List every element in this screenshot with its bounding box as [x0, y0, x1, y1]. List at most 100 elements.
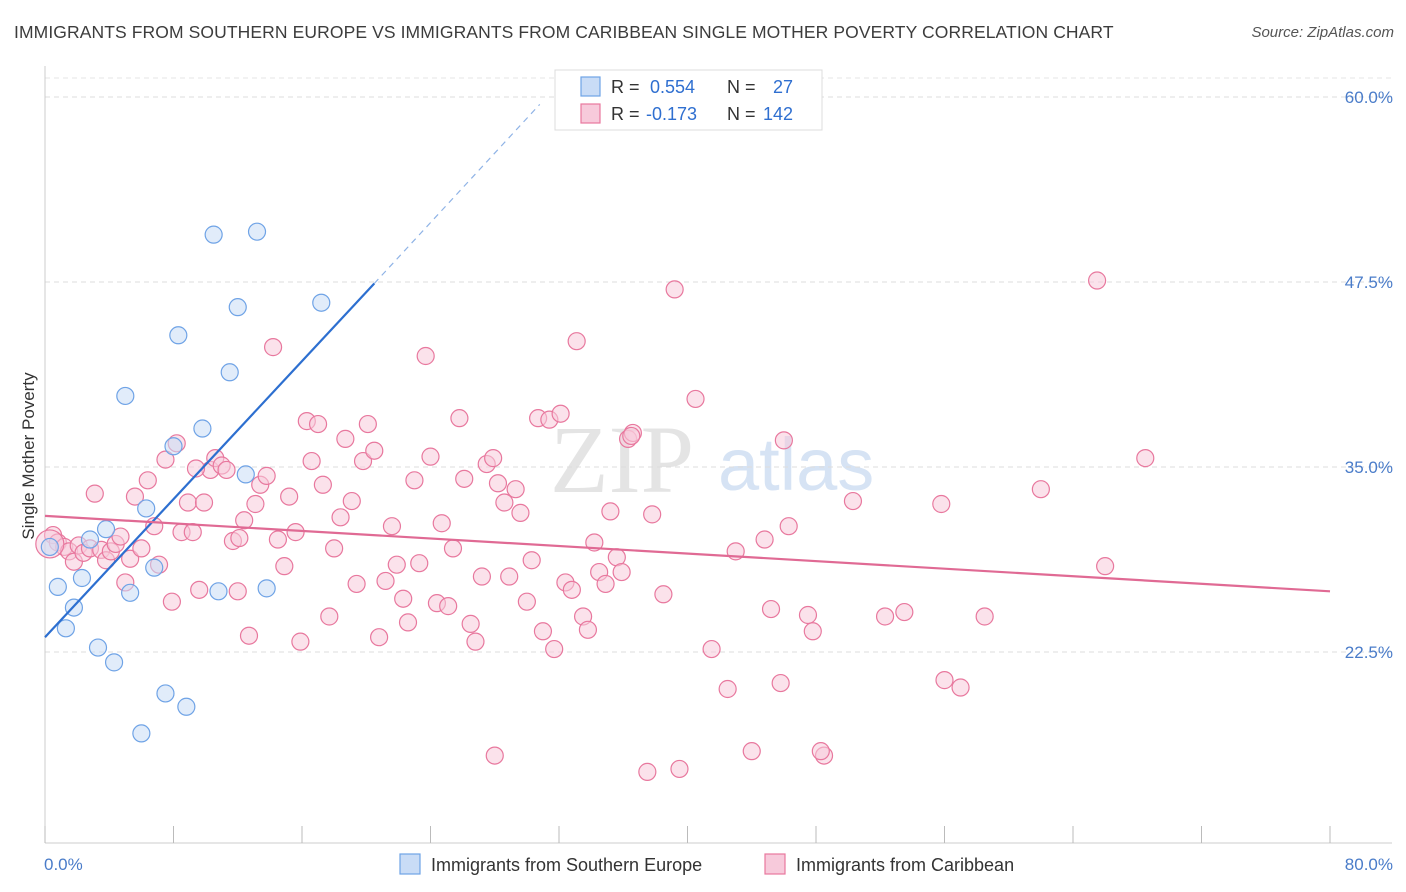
southern-europe-point-21: [220, 363, 239, 382]
caribbean-point-77: [472, 567, 491, 586]
caribbean-point-13: [111, 527, 130, 546]
caribbean-point-61: [382, 517, 402, 536]
caribbean-point-138: [761, 599, 781, 619]
southern-europe-point-19: [204, 225, 223, 244]
southern-europe-point-12: [137, 499, 156, 518]
legend-n-label-2: N =: [727, 104, 756, 124]
watermark-atlas: atlas: [718, 423, 874, 506]
caribbean-point-110: [718, 679, 737, 699]
caribbean-point-17: [132, 539, 151, 558]
x-tick-label-0: 0.0%: [44, 855, 83, 874]
legend-n-value-2: 142: [763, 104, 793, 124]
watermark-zip: ZIP: [550, 406, 694, 513]
caribbean-point-22: [162, 592, 181, 611]
caribbean-point-42: [275, 557, 294, 576]
southern-europe-point-8: [104, 653, 124, 672]
x-tick-label-1: 80.0%: [1345, 855, 1393, 874]
y-tick-label-3: 60.0%: [1345, 88, 1393, 107]
southern-europe-points: [40, 222, 331, 743]
caribbean-point-91: [551, 404, 570, 423]
caribbean-points: [35, 271, 1155, 781]
southern-europe-point-4: [72, 568, 92, 588]
caribbean-point-59: [370, 628, 389, 647]
caribbean-point-47: [302, 451, 321, 471]
caribbean-point-114: [771, 673, 790, 693]
caribbean-point-57: [358, 414, 377, 434]
caribbean-point-84: [511, 503, 530, 522]
caribbean-point-80: [488, 474, 508, 493]
caribbean-point-120: [843, 491, 863, 511]
caribbean-point-83: [506, 480, 525, 499]
caribbean-point-127: [1031, 480, 1050, 499]
southern-europe-point-7: [96, 520, 116, 539]
caribbean-point-130: [1136, 449, 1155, 468]
caribbean-point-105: [643, 505, 662, 524]
legend-r-label-1: R =: [611, 77, 640, 97]
caribbean-point-41: [268, 530, 288, 549]
y-axis-label: Single Mother Poverty: [19, 372, 38, 540]
caribbean-point-85: [517, 592, 536, 611]
caribbean-point-100: [601, 502, 620, 521]
legend-n-label-1: N =: [727, 77, 756, 97]
southern-europe-point-25: [257, 579, 276, 598]
southern-europe-point-20: [209, 582, 228, 601]
y-tick-label-1: 35.0%: [1345, 458, 1393, 477]
source-label: Source: ZipAtlas.com: [1251, 24, 1394, 41]
caribbean-point-102: [612, 562, 631, 582]
caribbean-point-73: [450, 409, 469, 428]
caribbean-point-48: [308, 414, 328, 434]
series-legend-swatch-blue: [399, 853, 421, 875]
caribbean-point-117: [798, 605, 818, 625]
caribbean-point-106: [654, 585, 673, 604]
caribbean-point-60: [376, 571, 395, 591]
caribbean-point-32: [217, 460, 236, 480]
caribbean-point-123: [932, 494, 951, 514]
tick-labels: 22.5% 35.0% 47.5% 60.0% 0.0% 80.0%: [44, 88, 1393, 874]
caribbean-point-136: [186, 459, 206, 478]
caribbean-point-70: [432, 514, 451, 533]
caribbean-point-94: [567, 332, 586, 351]
caribbean-point-45: [291, 632, 310, 651]
caribbean-point-124: [935, 671, 954, 690]
southern-europe-point-6: [88, 638, 108, 657]
southern-europe-point-23: [236, 465, 255, 484]
caribbean-point-129: [1096, 557, 1115, 576]
caribbean-point-134: [811, 742, 830, 761]
caribbean-point-16: [125, 487, 145, 506]
southern-europe-point-14: [156, 684, 175, 703]
caribbean-point-112: [742, 742, 761, 761]
caribbean-point-36: [239, 626, 259, 645]
southern-europe-point-5: [80, 530, 100, 549]
caribbean-point-75: [461, 614, 480, 633]
caribbean-point-63: [394, 589, 413, 608]
caribbean-point-37: [246, 494, 265, 514]
caribbean-point-90: [545, 639, 564, 659]
caribbean-point-64: [398, 613, 418, 632]
caribbean-point-50: [320, 607, 339, 626]
caribbean-point-49: [313, 475, 332, 494]
caribbean-point-40: [263, 338, 283, 357]
caribbean-point-55: [347, 574, 366, 594]
caribbean-point-132: [638, 762, 657, 781]
trend-line-caribbean: [44, 514, 1331, 593]
caribbean-point-15: [121, 549, 140, 568]
caribbean-point-108: [686, 389, 705, 409]
caribbean-point-109: [702, 639, 721, 659]
southern-europe-point-13: [145, 558, 164, 577]
caribbean-point-26: [183, 523, 202, 542]
caribbean-point-18: [138, 471, 157, 490]
southern-europe-point-2: [56, 619, 75, 638]
caribbean-point-27: [190, 580, 209, 599]
caribbean-point-67: [416, 346, 435, 366]
caribbean-point-99: [596, 574, 615, 594]
caribbean-point-82: [500, 567, 519, 586]
caribbean-point-76: [466, 632, 485, 651]
southern-europe-point-10: [121, 583, 140, 602]
caribbean-point-115: [774, 431, 793, 450]
southern-europe-point-17: [177, 697, 196, 716]
caribbean-point-65: [405, 471, 424, 490]
southern-europe-point-18: [193, 419, 212, 438]
southern-europe-point-1: [48, 577, 67, 596]
stats-legend: R = 0.554 N = 27 R = -0.173 N = 142: [554, 69, 823, 131]
caribbean-point-133: [670, 759, 689, 779]
